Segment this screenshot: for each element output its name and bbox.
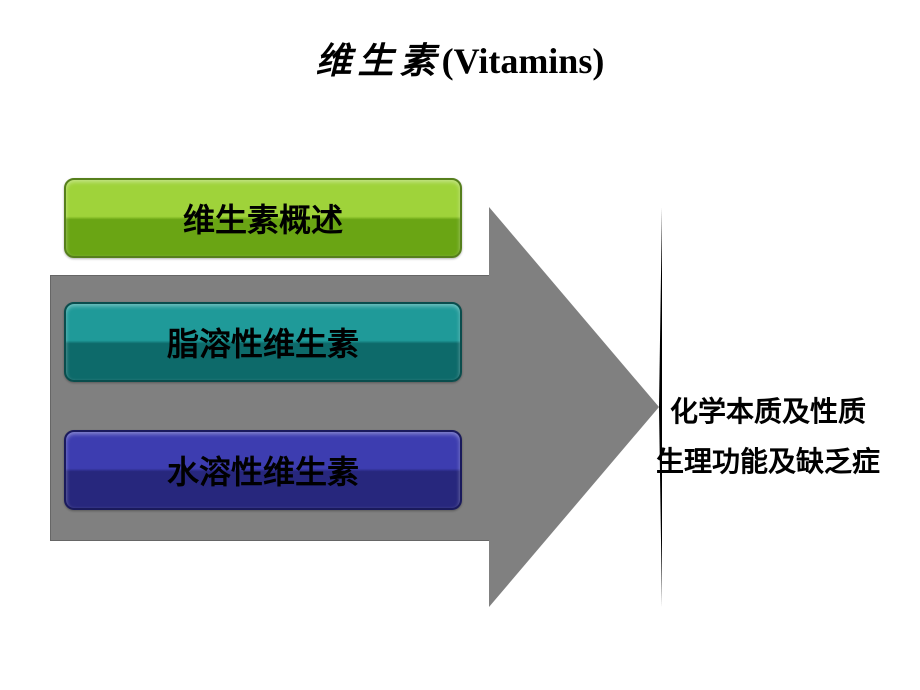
chem-label: 化学本质及性质 [670, 390, 866, 430]
water-soluble-box-label: 水溶性维生素 [167, 447, 359, 493]
title-cn: 维生素 [316, 41, 442, 81]
water-soluble-box: 水溶性维生素 [64, 430, 462, 510]
page-title: 维生素(Vitamins) [0, 32, 920, 84]
overview-box-label: 维生素概述 [183, 195, 343, 241]
fat-soluble-box-label: 脂溶性维生素 [167, 319, 359, 365]
title-en: (Vitamins) [442, 41, 605, 81]
overview-box: 维生素概述 [64, 178, 462, 258]
fat-soluble-box: 脂溶性维生素 [64, 302, 462, 382]
arrow-head [489, 207, 662, 607]
physio-label: 生理功能及缺乏症 [656, 440, 880, 480]
